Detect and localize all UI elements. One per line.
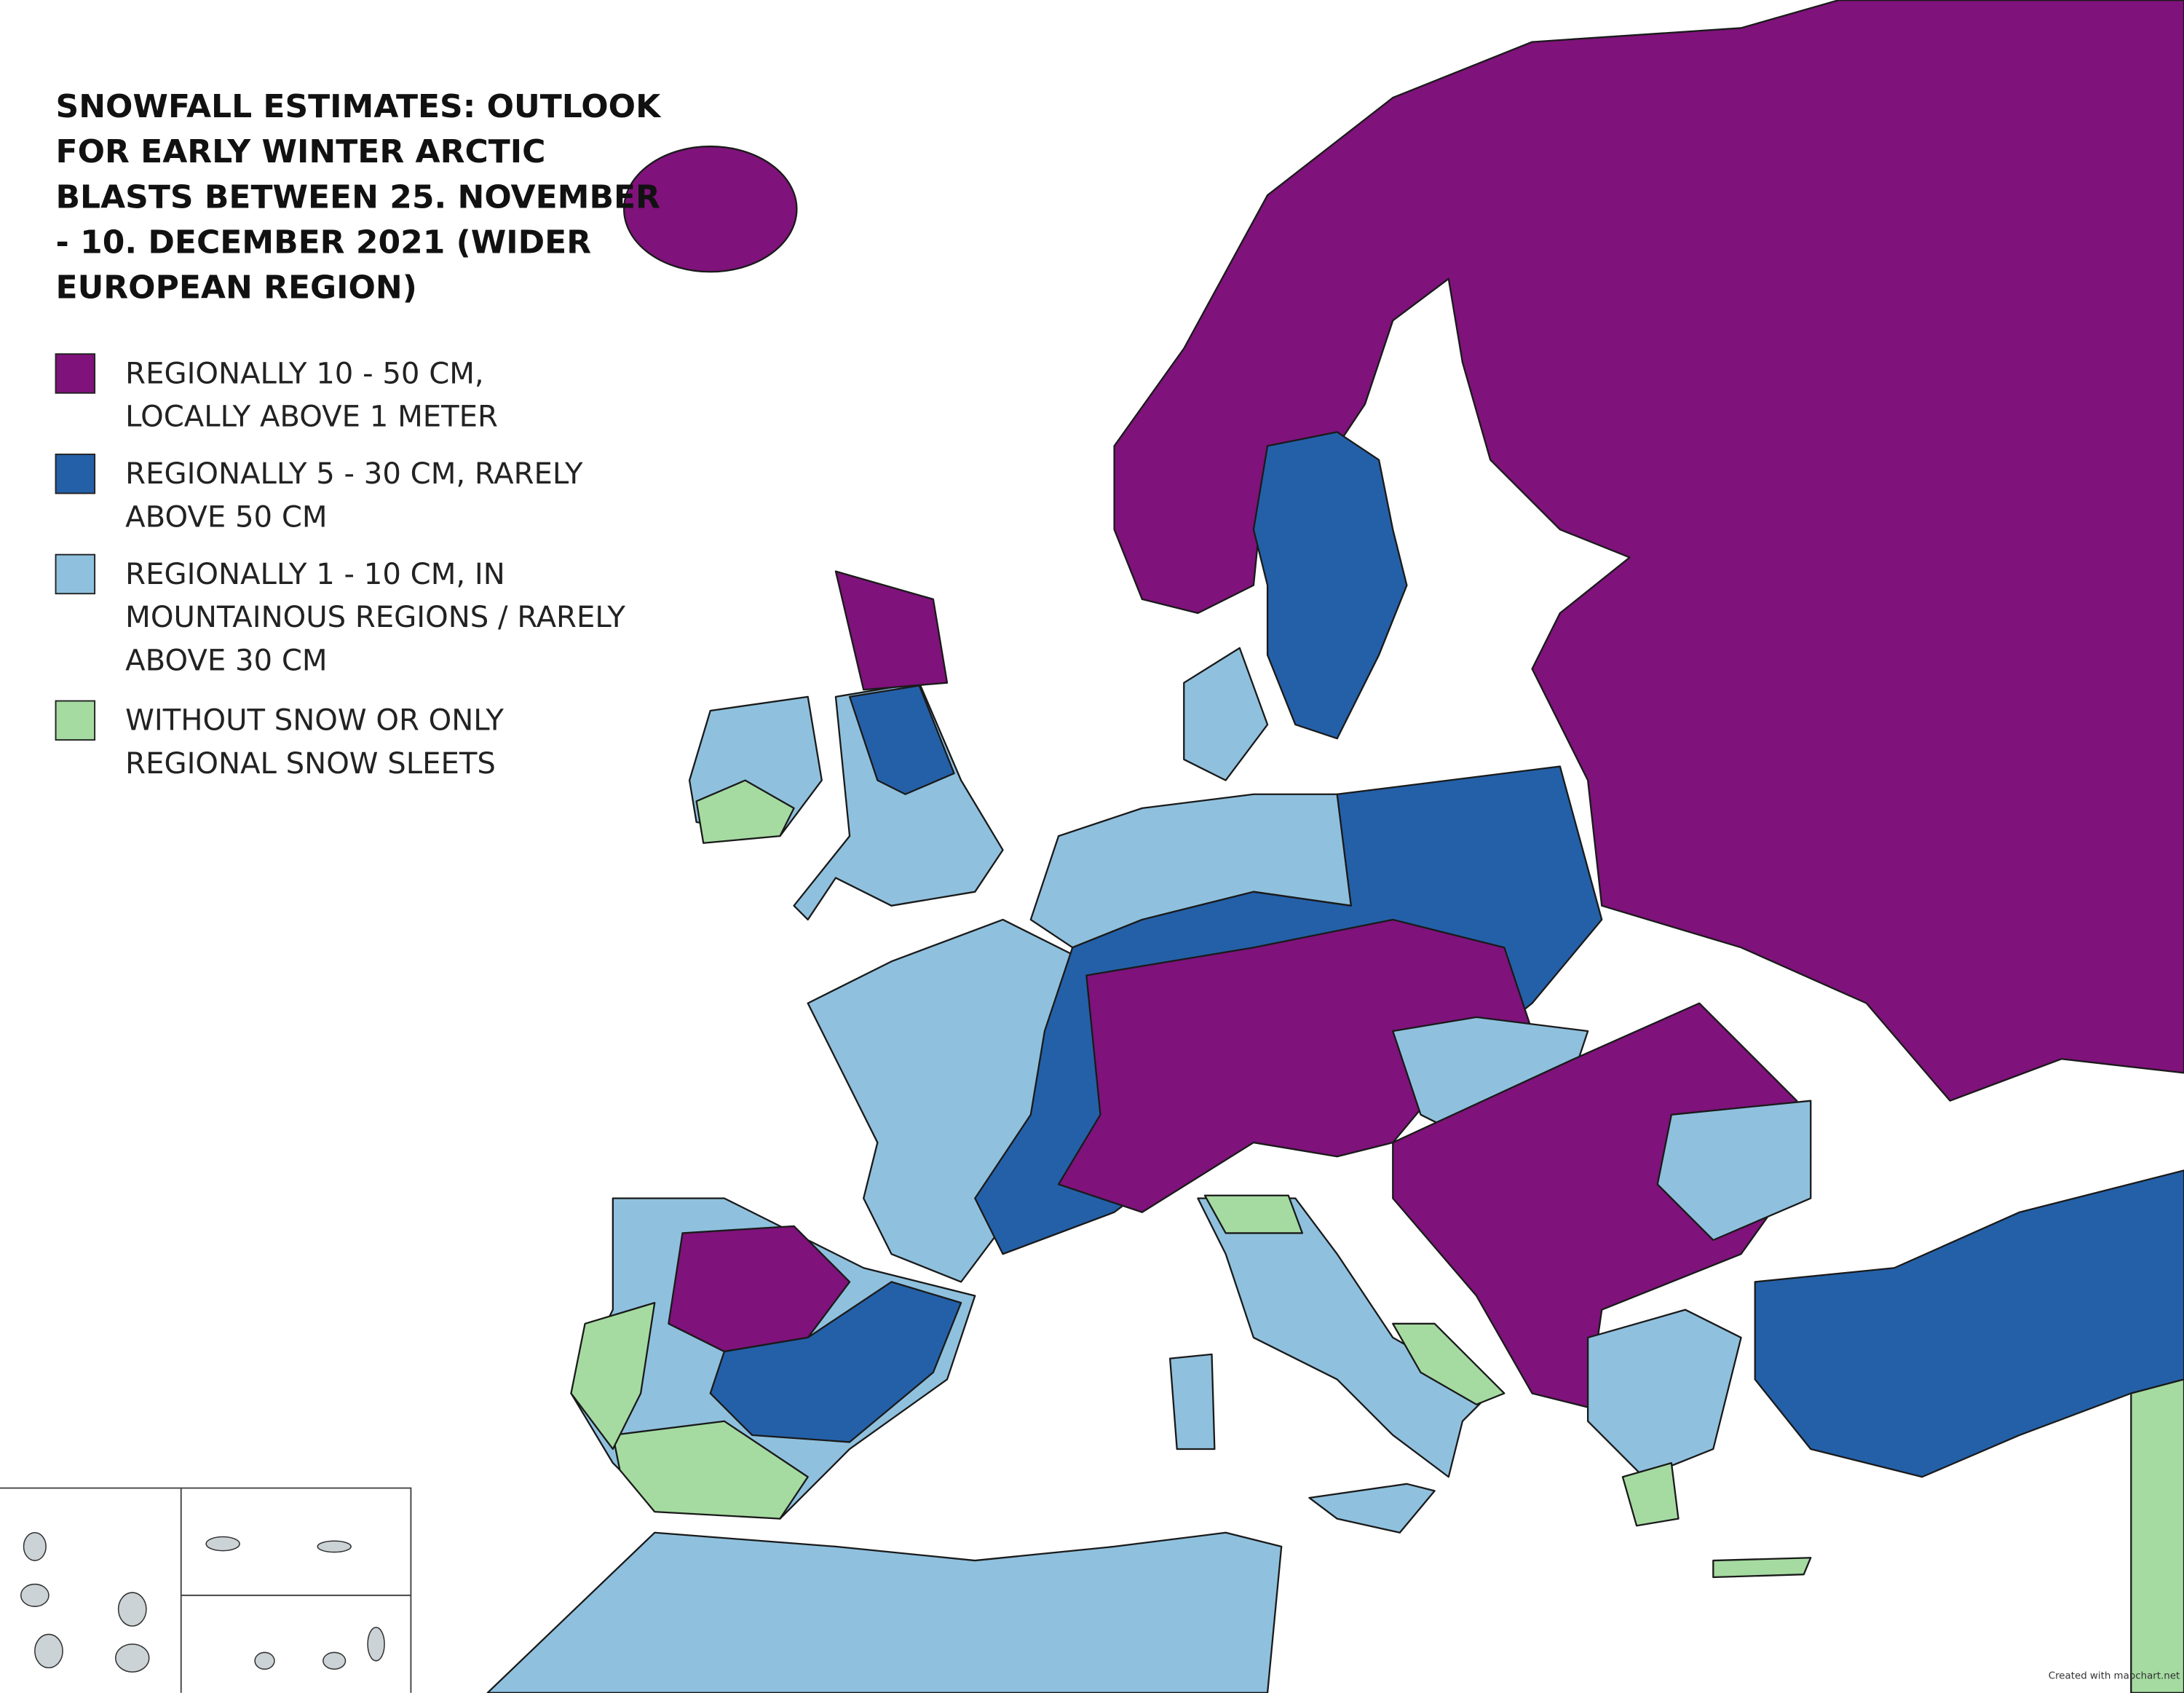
legend-label: ABOVE 30 CM <box>125 644 327 677</box>
region <box>695 779 795 844</box>
title-line: SNOWFALL ESTIMATES: OUTLOOK <box>56 88 662 125</box>
region <box>1197 1197 1492 1478</box>
island <box>115 1643 150 1673</box>
land <box>486 0 2184 1693</box>
region <box>612 1420 809 1520</box>
legend-label: REGIONALLY 1 - 10 CM, IN <box>125 558 505 591</box>
region <box>622 145 798 273</box>
region <box>1621 1461 1679 1527</box>
region <box>2130 1378 2184 1693</box>
legend-label: ABOVE 50 CM <box>125 500 327 534</box>
credit: Created with mapchart.net <box>2049 1671 2180 1682</box>
region <box>709 1281 962 1443</box>
region <box>1392 1322 1506 1405</box>
island <box>34 1633 63 1669</box>
title-line: BLASTS BETWEEN 25. NOVEMBER <box>56 178 660 216</box>
region <box>1586 1309 1742 1478</box>
legend-label: MOUNTAINOUS REGIONS / RARELY <box>125 601 625 634</box>
legend: REGIONALLY 10 - 50 CM, LOCALLY ABOVE 1 ME… <box>55 353 625 781</box>
legend-swatch <box>55 700 96 741</box>
legend-label: LOCALLY ABOVE 1 METER <box>125 400 498 434</box>
legend-swatch <box>55 453 96 494</box>
region <box>834 570 949 691</box>
region <box>1168 1353 1216 1451</box>
island <box>367 1627 385 1662</box>
north-africa <box>486 1531 1283 1693</box>
legend-label: WITHOUT SNOW OR ONLY <box>125 704 504 738</box>
legend-swatch <box>55 353 96 394</box>
region <box>1113 0 2184 1102</box>
island <box>254 1651 275 1670</box>
title-line: - 10. DECEMBER 2021 (WIDER <box>56 224 592 261</box>
island <box>23 1532 47 1561</box>
title-line: FOR EARLY WINTER ARCTIC <box>56 133 546 170</box>
region <box>1203 1194 1304 1234</box>
region <box>1712 1557 1812 1579</box>
region <box>793 682 1004 921</box>
region <box>570 1301 656 1451</box>
legend-label: REGIONALLY 10 - 50 CM, <box>125 357 483 390</box>
region <box>1183 647 1269 781</box>
inset-frame <box>0 1487 412 1693</box>
legend-label: REGIONALLY 5 - 30 CM, RARELY <box>125 457 583 491</box>
legend-swatch <box>55 553 96 595</box>
island <box>20 1583 50 1607</box>
region <box>1308 1483 1436 1534</box>
island <box>117 1592 147 1627</box>
insets <box>0 1487 412 1693</box>
region <box>1392 1002 1812 1408</box>
island <box>323 1651 347 1670</box>
island <box>317 1540 352 1553</box>
region <box>1252 431 1408 740</box>
title: SNOWFALL ESTIMATES: OUTLOOK FOR EARLY WIN… <box>56 88 662 307</box>
island <box>205 1536 240 1552</box>
title-line: EUROPEAN REGION) <box>56 269 417 307</box>
legend-label: REGIONAL SNOW SLEETS <box>125 747 496 781</box>
region <box>1656 1100 1812 1242</box>
